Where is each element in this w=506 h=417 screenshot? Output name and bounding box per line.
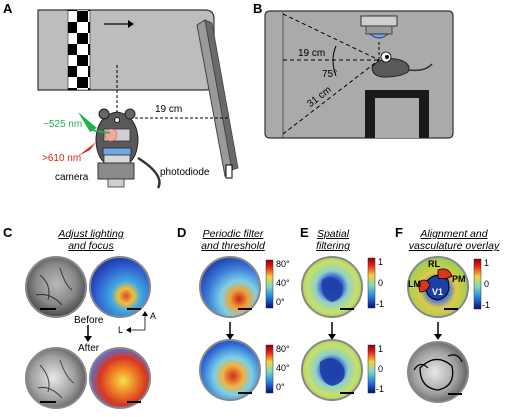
angle-label: 75° xyxy=(322,69,338,80)
d-bottom-tick-low: 0° xyxy=(276,382,285,392)
panel-c-heading-line1: Adjust lighting xyxy=(58,228,124,240)
d-bottom-tick-mid: 40° xyxy=(276,363,290,373)
area-label-rl: RL xyxy=(428,259,440,269)
photodiode-sensor xyxy=(225,164,233,179)
panel-c-heading-line2: and focus xyxy=(68,240,114,252)
panel-d-heading: Periodic filter and threshold xyxy=(192,228,274,252)
f-vasculature-image xyxy=(407,341,469,403)
panel-b-graphics xyxy=(264,10,454,139)
panel-a-letter: A xyxy=(3,1,13,16)
top-distance-label: 19 cm xyxy=(298,48,326,59)
e-bottom-tick-low: -1 xyxy=(376,384,385,394)
panel-c-graphics xyxy=(25,256,151,409)
motion-arrowhead xyxy=(128,20,134,28)
panel-e-heading-line1: Spatial xyxy=(316,228,350,240)
panel-f-heading-line2: vasculature overlay xyxy=(408,240,500,252)
e-bottom-tick-mid: 0 xyxy=(378,364,384,374)
d-top-colorbar xyxy=(265,259,274,309)
e-bottom-tick-high: 1 xyxy=(378,344,384,354)
green-wavelength-label: ~525 nm xyxy=(43,119,83,130)
f-tick-mid: 0 xyxy=(484,279,490,289)
area-label-lm: LM xyxy=(408,279,421,289)
panel-f-letter: F xyxy=(395,225,403,240)
overhead-camera xyxy=(360,15,398,27)
panel-d-heading-line2: and threshold xyxy=(201,240,265,252)
panel-e-heading: Spatial filtering xyxy=(305,228,361,252)
e-top-colorbar xyxy=(367,257,376,309)
f-tick-low: -1 xyxy=(482,300,491,310)
panel-e-letter: E xyxy=(300,225,309,240)
area-label-pm: PM xyxy=(452,274,466,284)
d-bottom-colorbar xyxy=(265,344,274,394)
f-colorbar xyxy=(473,258,482,310)
panel-c-letter: C xyxy=(3,225,13,240)
f-tick-high: 1 xyxy=(484,258,490,268)
panel-d-graphics xyxy=(199,256,274,401)
before-label: Before xyxy=(74,315,104,326)
e-top-tick-low: -1 xyxy=(376,299,385,309)
before-grey-image xyxy=(25,256,87,318)
panel-e-graphics xyxy=(301,256,376,401)
imaging-window xyxy=(104,128,118,142)
before-map-image xyxy=(89,256,151,318)
e-top-tick-high: 1 xyxy=(378,257,384,267)
red-light xyxy=(78,142,96,156)
e-bottom-colorbar xyxy=(367,344,376,394)
red-wavelength-label: >610 nm xyxy=(42,153,82,164)
lateral-axis-label: L xyxy=(118,325,124,335)
panel-a-graphics xyxy=(37,9,239,189)
panel-b-letter: B xyxy=(253,1,263,16)
panel-c-heading: Adjust lighting and focus xyxy=(46,228,136,252)
panel-e-heading-line2: filtering xyxy=(316,240,350,252)
d-top-tick-mid: 40° xyxy=(276,278,290,288)
e-top-tick-mid: 0 xyxy=(378,278,384,288)
d-bottom-tick-high: 80° xyxy=(276,344,290,354)
after-map-image xyxy=(89,347,151,409)
after-label: After xyxy=(78,343,100,354)
panel-f-heading: Alignment and vasculature overlay xyxy=(404,228,504,252)
d-top-tick-low: 0° xyxy=(276,297,285,307)
panel-f-graphics xyxy=(407,256,482,403)
mouse-tail xyxy=(137,156,161,189)
anterior-axis-label: A xyxy=(150,311,157,321)
area-label-v1: V1 xyxy=(432,287,444,297)
camera-label: camera xyxy=(55,172,89,183)
panel-d-heading-line1: Periodic filter xyxy=(202,228,264,240)
green-light xyxy=(78,112,97,132)
panel-d-letter: D xyxy=(177,225,187,240)
camera-body xyxy=(97,162,135,180)
photodiode-label: photodiode xyxy=(160,167,210,178)
checkerboard-bar xyxy=(67,9,91,91)
monitor-screen xyxy=(37,9,215,91)
d-top-tick-high: 80° xyxy=(276,259,290,269)
d-bottom-map xyxy=(199,339,261,401)
d-top-map xyxy=(199,256,261,318)
panel-f-heading-line1: Alignment and xyxy=(420,228,488,240)
after-grey-image xyxy=(25,347,87,409)
distance-label: 19 cm xyxy=(155,104,183,115)
